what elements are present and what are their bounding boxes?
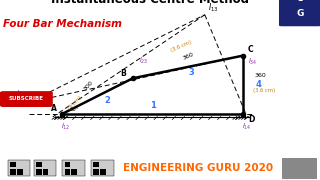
Bar xyxy=(282,158,317,179)
Text: (3.6 cm): (3.6 cm) xyxy=(171,40,193,53)
Text: ENGINEERING GURU 2020: ENGINEERING GURU 2020 xyxy=(123,163,274,173)
Bar xyxy=(71,169,77,175)
Text: 360: 360 xyxy=(182,52,194,61)
Bar xyxy=(62,160,85,176)
Text: Four Bar Mechanism: Four Bar Mechanism xyxy=(3,19,122,29)
Bar xyxy=(43,169,48,175)
Text: $I_{13}$: $I_{13}$ xyxy=(208,1,219,14)
Text: E: E xyxy=(298,0,303,3)
Text: $I_{12}$: $I_{12}$ xyxy=(61,122,70,132)
Bar xyxy=(65,169,70,175)
Bar xyxy=(36,169,42,175)
Text: 4: 4 xyxy=(256,80,262,89)
Bar xyxy=(93,161,99,167)
Text: 300: 300 xyxy=(82,80,94,91)
Bar xyxy=(91,160,114,176)
Text: 2: 2 xyxy=(104,96,110,105)
Text: $I_{24}$: $I_{24}$ xyxy=(16,89,26,99)
Bar xyxy=(10,161,16,167)
Text: D: D xyxy=(248,114,254,123)
Bar xyxy=(17,169,23,175)
Text: (3 cm): (3 cm) xyxy=(68,94,83,111)
Text: 3: 3 xyxy=(188,68,194,77)
Text: $I_{23}$: $I_{23}$ xyxy=(139,56,149,66)
Text: C: C xyxy=(248,45,254,54)
FancyBboxPatch shape xyxy=(278,0,320,27)
Text: 360: 360 xyxy=(254,73,266,78)
Text: B: B xyxy=(121,69,126,78)
Text: $I_{34}$: $I_{34}$ xyxy=(248,57,258,67)
Bar xyxy=(93,169,99,175)
Text: $I_{14}$: $I_{14}$ xyxy=(242,122,251,132)
Text: (3.6 cm): (3.6 cm) xyxy=(253,88,276,93)
Bar xyxy=(10,169,16,175)
Bar xyxy=(36,161,42,167)
Text: SUBSCRIBE: SUBSCRIBE xyxy=(9,96,44,102)
Bar xyxy=(34,160,56,176)
Text: A: A xyxy=(51,104,57,113)
Bar xyxy=(8,160,30,176)
Text: 1: 1 xyxy=(150,101,156,110)
Bar xyxy=(65,161,70,167)
Bar xyxy=(100,169,106,175)
FancyBboxPatch shape xyxy=(0,91,53,107)
Text: G: G xyxy=(296,9,304,18)
Text: Instantaneous Centre Method: Instantaneous Centre Method xyxy=(52,0,249,6)
Text: 60°: 60° xyxy=(69,107,79,112)
